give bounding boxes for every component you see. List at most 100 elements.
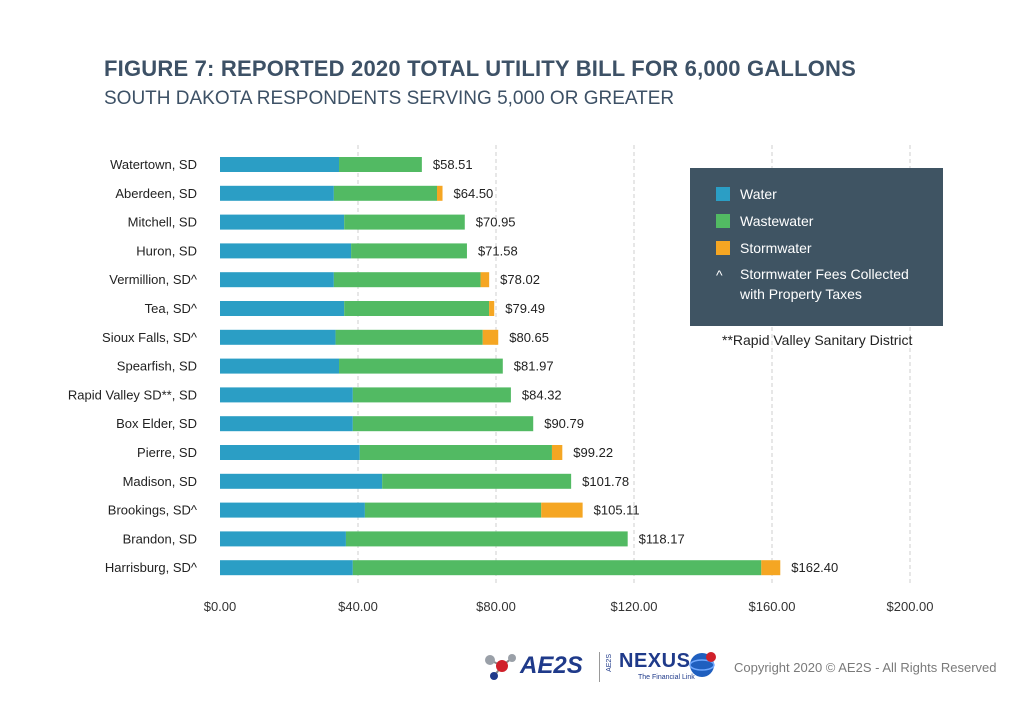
data-label-total: $118.17 — [639, 531, 685, 546]
data-label-total: $64.50 — [454, 186, 494, 201]
ae2s-logo: AE2S — [482, 650, 583, 685]
bar-water — [220, 157, 340, 172]
legend-label-stormwater: Stormwater — [740, 240, 812, 256]
bar-stormwater — [761, 560, 781, 576]
chart-subtitle: SOUTH DAKOTA RESPONDENTS SERVING 5,000 O… — [104, 88, 675, 109]
data-label-total: $71.58 — [478, 243, 518, 258]
bar-wastewater — [335, 329, 483, 345]
data-label-total: $78.02 — [500, 272, 540, 287]
category-label: Box Elder, SD — [116, 416, 197, 431]
legend-note-symbol: ^ — [716, 267, 723, 283]
legend-label-water: Water — [740, 186, 777, 202]
nexus-tagline: The Financial Link — [638, 674, 695, 681]
globe-icon — [689, 652, 716, 677]
bar-wastewater — [344, 301, 490, 316]
bar-water — [220, 185, 334, 201]
legend-label-wastewater: Wastewater — [740, 213, 814, 229]
category-label: Madison, SD — [123, 474, 197, 489]
bar-stormwater — [551, 445, 563, 460]
bar-water — [220, 473, 383, 489]
bar-wastewater — [339, 157, 422, 172]
bar-wastewater — [339, 358, 503, 374]
bar-water — [220, 531, 346, 547]
category-label: Mitchell, SD — [128, 215, 197, 230]
x-tick-label: $0.00 — [204, 599, 237, 614]
logo-divider — [599, 652, 600, 682]
category-label: Vermillion, SD^ — [109, 272, 198, 287]
data-label-total: $80.65 — [509, 330, 549, 345]
nexus-side-text: AE2S — [606, 654, 613, 672]
legend-item-note: ^ Stormwater Fees Collected with Propert… — [716, 266, 943, 304]
labels: $0.00 $40.00 $80.00 $120.00 $160.00 $200.00 Wa… — [68, 157, 934, 614]
bar-wastewater — [382, 473, 572, 489]
bar-water — [220, 272, 334, 288]
data-label-total: $81.97 — [514, 359, 554, 374]
category-label: Harrisburg, SD^ — [105, 560, 198, 575]
legend-item-stormwater: Stormwater — [716, 240, 943, 267]
bar-water — [220, 560, 353, 576]
bar-stormwater — [480, 272, 490, 288]
copyright-text: Copyright 2020 © AE2S - All Rights Reser… — [734, 660, 997, 675]
bar-water — [220, 214, 345, 230]
legend: Water Wastewater Stormwater ^ Stormwater… — [690, 168, 943, 326]
bar-water — [220, 445, 360, 460]
bars — [220, 157, 781, 576]
category-label: Huron, SD — [136, 243, 197, 258]
legend-note-text: Stormwater Fees Collected with Property … — [740, 266, 909, 302]
category-label: Pierre, SD — [137, 445, 197, 460]
nexus-logo: AE2S NEXUS The Financial Link — [606, 650, 716, 686]
bar-water — [220, 329, 336, 345]
data-label-total: $90.79 — [544, 416, 584, 431]
data-label-total: $79.49 — [505, 301, 545, 316]
category-label: Rapid Valley SD**, SD — [68, 387, 197, 402]
data-label-total: $70.95 — [476, 215, 516, 230]
bar-wastewater — [364, 502, 542, 518]
bar-water — [220, 416, 353, 432]
bar-stormwater — [482, 329, 499, 345]
x-tick-label: $160.00 — [749, 599, 796, 614]
bar-wastewater — [352, 387, 511, 403]
bar-wastewater — [333, 272, 481, 288]
bar-stormwater — [437, 185, 443, 201]
bar-water — [220, 502, 365, 518]
x-tick-label: $80.00 — [476, 599, 516, 614]
data-label-total: $162.40 — [791, 560, 838, 575]
data-label-total: $58.51 — [433, 157, 473, 172]
category-label: Brookings, SD^ — [108, 503, 198, 518]
bar-wastewater — [352, 416, 534, 432]
bar-wastewater — [352, 560, 762, 576]
x-tick-label: $120.00 — [611, 599, 658, 614]
category-label: Brandon, SD — [123, 531, 197, 546]
bar-wastewater — [333, 185, 438, 201]
data-label-total: $101.78 — [582, 474, 629, 489]
bar-water — [220, 358, 340, 374]
ae2s-molecule-icon — [485, 654, 516, 680]
legend-swatch-stormwater — [716, 241, 730, 255]
bar-wastewater — [344, 214, 465, 230]
category-label: Aberdeen, SD — [115, 186, 197, 201]
bar-wastewater — [359, 445, 552, 460]
bar-water — [220, 301, 345, 316]
category-label: Spearfish, SD — [117, 359, 197, 374]
legend-item-water: Water — [716, 186, 943, 213]
data-label-total: $99.22 — [573, 445, 613, 460]
legend-item-wastewater: Wastewater — [716, 213, 943, 240]
nexus-logo-text: NEXUS — [619, 650, 691, 672]
chart-title: FIGURE 7: REPORTED 2020 TOTAL UTILITY BI… — [104, 56, 856, 81]
data-label-total: $84.32 — [522, 387, 562, 402]
bar-wastewater — [345, 531, 628, 547]
category-label: Watertown, SD — [110, 157, 197, 172]
bar-wastewater — [351, 243, 467, 259]
legend-swatch-wastewater — [716, 214, 730, 228]
ae2s-logo-text: AE2S — [520, 652, 583, 679]
data-label-total: $105.11 — [594, 503, 640, 518]
bar-stormwater — [541, 502, 583, 518]
bar-water — [220, 243, 352, 259]
x-tick-label: $40.00 — [338, 599, 378, 614]
legend-swatch-water — [716, 187, 730, 201]
bar-water — [220, 387, 353, 403]
category-label: Sioux Falls, SD^ — [102, 330, 198, 345]
x-tick-label: $200.00 — [887, 599, 934, 614]
footnote: **Rapid Valley Sanitary District — [722, 332, 913, 348]
